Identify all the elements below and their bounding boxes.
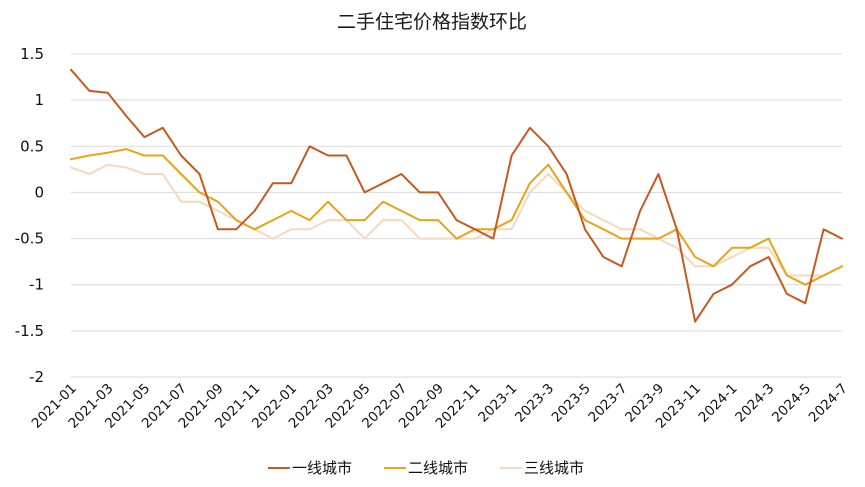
x-axis-ticks: 2021-012021-032021-052021-072021-092021-… — [29, 381, 851, 432]
grid-lines — [71, 53, 842, 378]
y-tick-label: 0 — [34, 183, 44, 201]
x-tick-label: 2023-7 — [585, 381, 630, 426]
x-tick-label: 2024-7 — [806, 381, 851, 426]
legend-label: 三线城市 — [524, 459, 584, 477]
x-tick-label: 2024-5 — [769, 381, 814, 426]
series-line-2 — [70, 148, 843, 286]
y-tick-label: 0.5 — [20, 137, 44, 155]
x-tick-label: 2023-5 — [549, 381, 594, 426]
legend-label: 二线城市 — [408, 459, 468, 477]
x-tick-label: 2024-3 — [732, 381, 777, 426]
legend-item-1: 一线城市 — [268, 459, 352, 477]
chart-title: 二手住宅价格指数环比 — [337, 11, 527, 33]
legend-item-3: 三线城市 — [500, 459, 584, 477]
x-tick-label: 2024-1 — [696, 381, 741, 426]
y-tick-label: -1 — [29, 276, 44, 294]
y-tick-label: -2 — [29, 368, 44, 386]
x-tick-label: 2023-1 — [475, 381, 520, 426]
y-tick-label: -1.5 — [15, 322, 44, 340]
y-axis-ticks: 1.5 1 0.5 0 -0.5 -1 -1.5 -2 — [15, 45, 44, 386]
legend-label: 一线城市 — [292, 459, 352, 477]
x-tick-label: 2023-3 — [512, 381, 557, 426]
y-tick-label: 1.5 — [20, 45, 44, 63]
legend-item-2: 二线城市 — [384, 459, 468, 477]
series-line-1 — [70, 68, 843, 323]
legend: 一线城市 二线城市 三线城市 — [268, 459, 584, 477]
y-tick-label: -0.5 — [15, 230, 44, 248]
y-tick-label: 1 — [34, 91, 44, 109]
series-lines — [70, 68, 843, 323]
